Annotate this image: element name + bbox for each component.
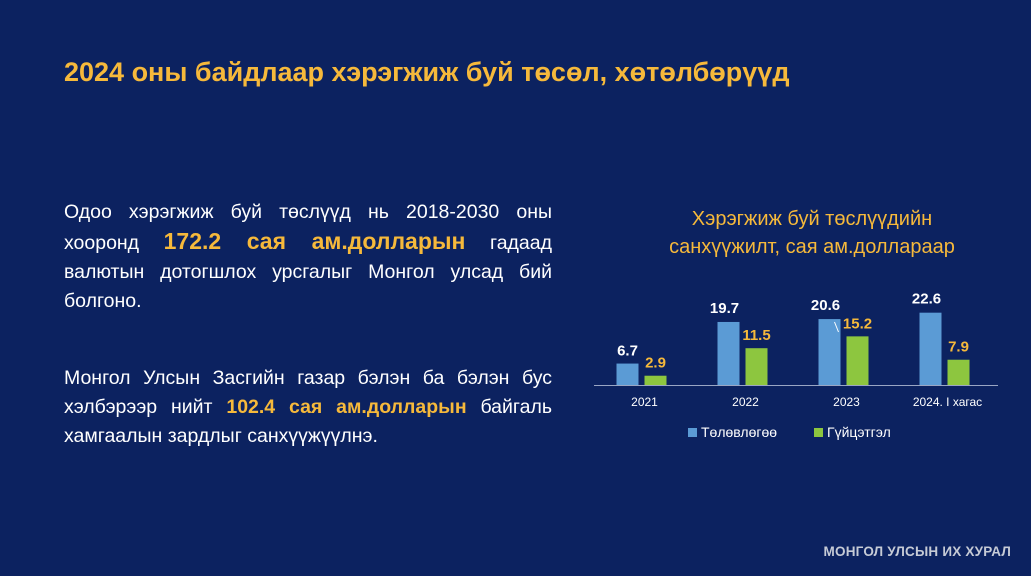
bar-plan — [616, 363, 639, 385]
data-label: 7.9 — [948, 339, 969, 356]
data-label: 19.7 — [710, 300, 739, 317]
highlight-amount: 172.2 сая ам.долларын — [163, 228, 466, 254]
chart-title: Хэрэгжиж буй төслүүдийн санхүүжилт, сая … — [608, 205, 1016, 261]
chart-title-line: Хэрэгжиж буй төслүүдийн — [691, 208, 933, 230]
x-tick-label: 2021 — [631, 395, 658, 409]
bar-actual — [947, 359, 970, 385]
x-tick-label: 2023 — [833, 395, 860, 409]
bar-actual — [745, 348, 768, 385]
data-label: 11.5 — [742, 327, 770, 344]
data-label: 6.7 — [617, 343, 638, 360]
chart-title-line: санхүүжилт, сая ам.доллараар — [669, 236, 955, 258]
data-label: 15.2 — [843, 315, 872, 332]
page-title: 2024 оны байдлаар хэрэгжиж буй төсөл, хө… — [64, 57, 790, 87]
bar-actual — [644, 375, 667, 385]
paragraph-text: Монгол Улсын Засгийн газар бэлэн ба бэлэ… — [64, 367, 552, 418]
legend-label: Төлөвлөгөө — [701, 424, 777, 440]
legend-swatch — [688, 428, 697, 437]
paragraph-investment: Одоо хэрэгжиж буй төслүүд нь 2018-2030 о… — [64, 198, 552, 316]
x-tick-label: 2024. I хагас — [913, 395, 982, 409]
data-label: 22.6 — [912, 291, 941, 308]
label-leader-line — [834, 321, 839, 333]
bar-plan — [919, 312, 942, 385]
bar-plan — [818, 319, 841, 385]
legend-label: Гүйцэтгэл — [827, 424, 891, 440]
paragraph-text: Одоо хэрэгжиж буй төслүүд нь 2018-2030 о… — [64, 201, 552, 254]
paragraph-funding: Монгол Улсын Засгийн газар бэлэн ба бэлэ… — [64, 364, 552, 451]
highlight-amount: 102.4 сая ам.долларын — [226, 396, 467, 418]
paragraph-text: гадаад валютын дотогшлох урсгалыг Монгол… — [64, 232, 552, 312]
paragraph-text: байгаль хамгаалын зардлыг санхүүжүүлнэ. — [64, 396, 552, 447]
legend-swatch — [814, 428, 823, 437]
data-label: 2.9 — [645, 355, 666, 372]
footer-logo-text: МОНГОЛ УЛСЫН ИХ ХУРАЛ — [823, 544, 1011, 559]
x-tick-label: 2022 — [732, 395, 759, 409]
bar-actual — [846, 336, 869, 385]
data-label: 20.6 — [811, 297, 840, 314]
bar-plan — [717, 321, 740, 385]
